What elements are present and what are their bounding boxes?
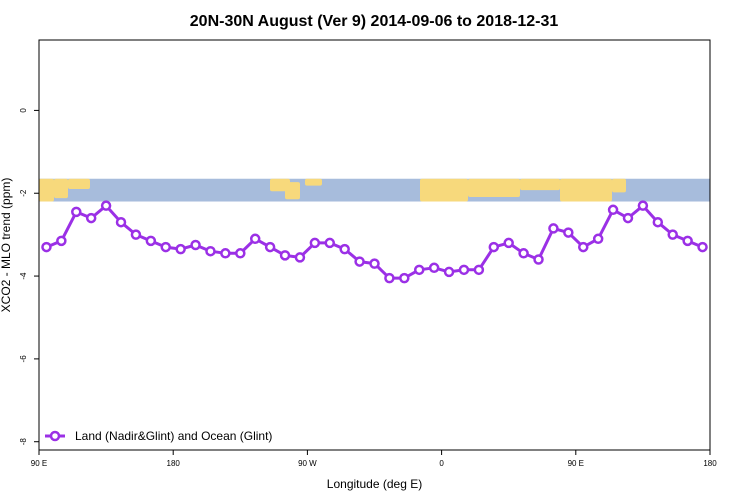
data-point [592, 233, 604, 245]
data-point [339, 243, 350, 255]
data-point [399, 272, 410, 284]
map-land [520, 178, 560, 191]
map-land [560, 178, 612, 202]
y-tick-label: -2 [19, 189, 28, 197]
data-point [458, 264, 470, 276]
data-point [145, 235, 157, 247]
plot-frame [38, 39, 711, 451]
data-point [130, 229, 142, 240]
data-point [637, 200, 649, 211]
data-point [249, 233, 261, 245]
data-point [652, 216, 664, 228]
map-land [420, 178, 468, 202]
data-point [309, 237, 321, 249]
map-land [612, 178, 626, 193]
legend-entry-label: Land (Nadir&Glint) and Ocean (Glint) [75, 429, 272, 443]
y-tick-label: -4 [19, 272, 28, 280]
data-point [279, 250, 291, 261]
world-map-strip [39, 178, 710, 202]
data-point [518, 248, 529, 259]
data-point [100, 200, 112, 211]
data-point [71, 206, 82, 218]
data-point [354, 256, 365, 267]
y-tick-label: -6 [19, 355, 28, 363]
data-point [667, 229, 678, 240]
data-point [473, 264, 485, 276]
data-point [384, 272, 395, 284]
x-tick-label: 90 E [568, 459, 584, 468]
data-point [607, 204, 619, 216]
data-point [175, 243, 186, 255]
x-tick-label: 90 W [298, 459, 317, 468]
data-point [622, 212, 634, 224]
chart-title: 20N-30N August (Ver 9) 2014-09-06 to 201… [190, 13, 559, 30]
data-point [190, 239, 201, 251]
y-tick-label: -8 [19, 438, 28, 446]
data-point [413, 264, 425, 276]
y-axis: 0 -2 -4 -6 -8 [19, 108, 39, 446]
data-point [56, 235, 67, 247]
y-axis-label: XCO2 - MLO trend (ppm) [0, 178, 13, 313]
data-point [235, 248, 246, 259]
y-tick-label: 0 [19, 108, 28, 113]
map-land [468, 178, 520, 197]
x-tick-label: 90 E [31, 459, 47, 468]
legend: Land (Nadir&Glint) and Ocean (Glint) [45, 429, 272, 443]
data-point [488, 241, 500, 253]
data-point [697, 241, 708, 253]
x-axis-label: Longitude (deg E) [327, 477, 422, 491]
data-point [533, 254, 544, 265]
data-point [324, 237, 336, 249]
x-tick-label: 180 [703, 459, 717, 468]
data-point [220, 248, 231, 259]
data-point [682, 235, 693, 247]
data-point [503, 237, 514, 249]
data-point [563, 227, 574, 238]
data-point [205, 245, 216, 257]
map-land [305, 178, 322, 186]
data-point [548, 223, 559, 234]
data-point [41, 241, 52, 253]
data-point [160, 241, 171, 253]
data-point [115, 216, 127, 228]
x-tick-label: 0 [439, 459, 444, 468]
x-tick-label: 180 [167, 459, 181, 468]
map-land [39, 178, 54, 202]
data-point [443, 266, 455, 278]
series-layer [41, 200, 708, 284]
data-point [264, 241, 276, 253]
legend-point-marker [49, 430, 61, 442]
data-point [369, 258, 380, 269]
data-point [294, 252, 306, 263]
data-point [578, 241, 589, 253]
data-point [428, 262, 440, 274]
map-land [285, 182, 300, 200]
map-land [54, 178, 68, 199]
x-axis: 90 E 180 90 W 0 90 E 180 [31, 450, 717, 468]
data-point [85, 212, 97, 224]
map-land [68, 178, 90, 189]
